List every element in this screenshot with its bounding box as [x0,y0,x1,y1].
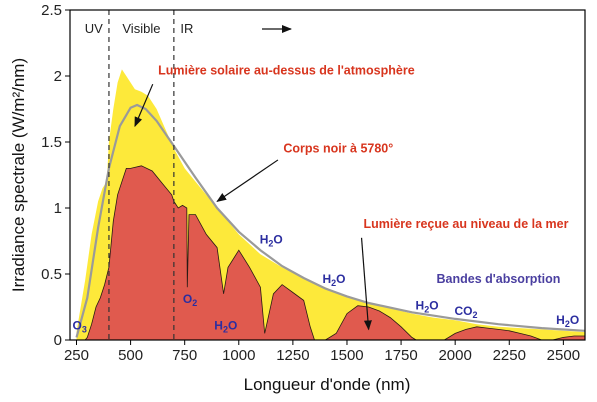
plot-frame [69,9,586,341]
absorption-band-label: H2O [260,233,283,249]
absorption-band-label: H2O [416,299,439,315]
y-tick-label: 2 [54,68,62,85]
x-tick-label: 750 [172,347,197,364]
x-tick-label: 2000 [438,347,471,364]
annotation-label-2: Lumière reçue au niveau de la mer [364,217,569,231]
x-tick-label: 1500 [330,347,363,364]
y-tick-label: 2.5 [41,2,62,19]
x-tick-label: 250 [64,347,89,364]
absorption-band-label: H2O [556,313,579,329]
y-tick-label: 0.5 [41,266,62,283]
annotation-label-3: Bandes d'absorption [437,272,561,286]
x-tick-label: 2250 [493,347,526,364]
series-sea-level-area [84,165,585,340]
x-axis-title: Longueur d'onde (nm) [244,375,411,394]
x-tick-label: 1250 [276,347,309,364]
absorption-band-label: H2O [214,318,237,334]
x-tick-label: 2500 [547,347,580,364]
annotation-label-1: Corps noir à 5780° [283,142,393,156]
absorption-band-label: H2O [322,272,345,288]
x-tick-label: 1000 [222,347,255,364]
annotation-arrow-0 [134,83,154,128]
y-tick-label: 1 [54,200,62,217]
absorption-band-label: O2 [183,292,197,308]
annotation-arrow-1 [216,159,279,202]
annotation-arrow-2 [360,237,372,331]
x-tick-label: 500 [118,347,143,364]
y-axis-title: Irradiance spectrale (W/m²/nm) [9,58,28,292]
region-label-ir: IR [180,21,193,36]
region-label-visible: Visible [122,21,160,36]
annotation-label-0: Lumière solaire au-dessus de l'atmosphèr… [158,64,415,78]
x-tick-label: 1750 [384,347,417,364]
region-label-uv: UV [85,21,103,36]
series-blackbody-line [75,103,585,338]
absorption-band-label: CO2 [454,304,477,320]
absorption-band-label: O3 [73,318,87,334]
y-tick-label: 0 [54,332,62,349]
y-tick-label: 1.5 [41,134,62,151]
